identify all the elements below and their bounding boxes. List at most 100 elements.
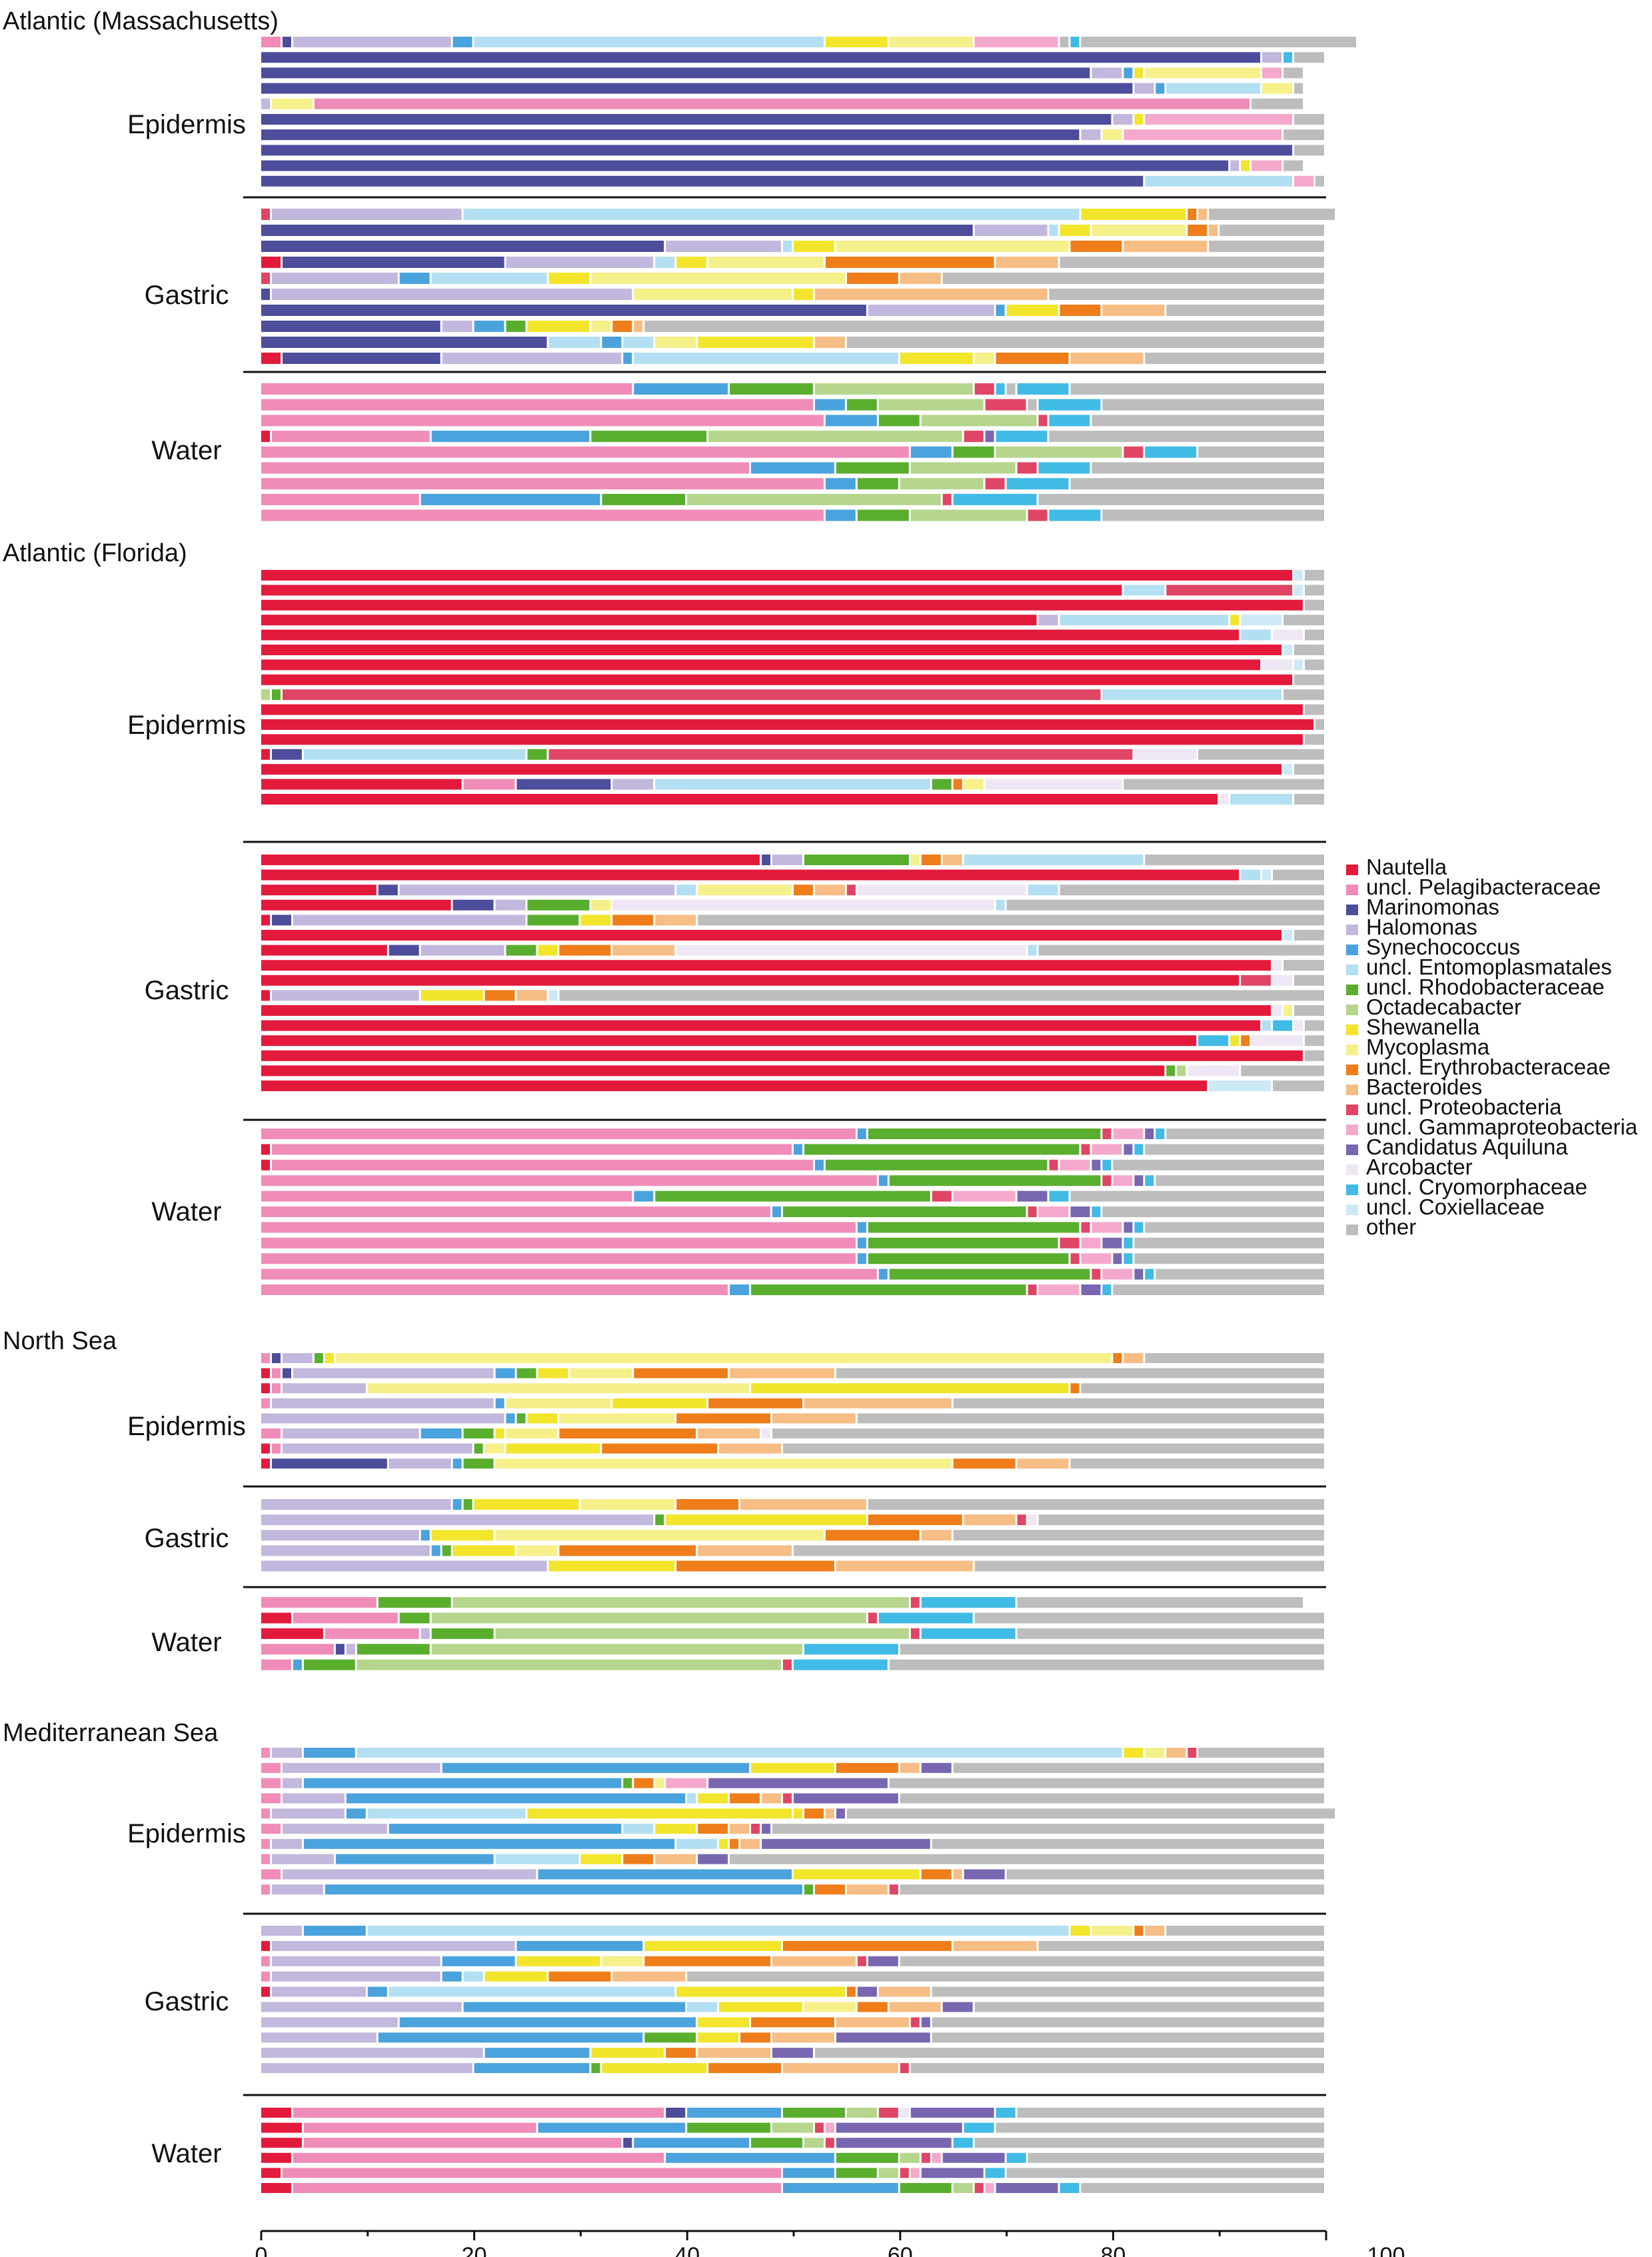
bar-segment-uncl-rhodobacteraceae — [591, 2063, 600, 2074]
bar-segment-uncl-entomoplasmatales — [1028, 885, 1058, 896]
legend-swatch — [1346, 965, 1358, 975]
bar-segment-uncl-cryomorphaceae — [1006, 478, 1069, 490]
sample-group-gastric: Gastric — [145, 855, 1324, 1091]
bar-segment-uncl-erythrobacteraceae — [623, 1854, 654, 1864]
bar-segment-synechococcus — [506, 1413, 515, 1424]
bar-segment-octadecabacter — [846, 2108, 877, 2118]
bar-segment-uncl-cryomorphaceae — [1049, 509, 1101, 521]
bar-segment-uncl-rhodobacteraceae — [591, 431, 707, 443]
sample-bar — [261, 734, 1324, 745]
bar-segment-marinomonas — [261, 52, 1261, 63]
bar-segment-halomonas — [272, 1884, 323, 1895]
bar-segment-uncl-entomoplasmatales — [1049, 225, 1058, 236]
bar-segment-uncl-pelagibacteraceae — [261, 462, 750, 474]
bar-segment-nautella — [261, 570, 1293, 581]
bar-segment-uncl-pelagibacteraceae — [325, 1628, 419, 1639]
bar-segment-uncl-erythrobacteraceae — [794, 885, 813, 896]
sample-bar — [261, 2032, 1324, 2043]
bar-segment-shewanella — [580, 1854, 622, 1864]
bar-segment-halomonas — [261, 2032, 377, 2043]
bar-segment-octadecabacter — [687, 493, 941, 505]
bar-segment-octadecabacter — [452, 1597, 909, 1608]
legend-swatch — [1346, 1005, 1358, 1015]
bar-segment-uncl-entomoplasmatales — [389, 1986, 675, 1997]
bar-segment-uncl-rhodobacteraceae — [804, 1884, 813, 1895]
bar-segment-uncl-gammaproteobacteria — [932, 2152, 941, 2163]
bar-segment-other — [900, 1644, 1324, 1655]
bar-segment-bacteroides — [634, 321, 643, 332]
bar-segment-octadecabacter — [900, 478, 984, 490]
sample-bar — [261, 2063, 1324, 2074]
legend-swatch — [1346, 945, 1358, 955]
bar-segment-marinomonas — [261, 160, 1229, 171]
bar-segment-synechococcus — [730, 1284, 750, 1295]
sample-bar — [261, 1854, 1324, 1864]
bar-segment-halomonas — [974, 225, 1048, 236]
sample-bar — [261, 1190, 1324, 1202]
bar-segment-candidatus-aquiluna — [836, 2138, 952, 2148]
sample-bar — [261, 1237, 1324, 1248]
bar-segment-uncl-pelagibacteraceae — [293, 2152, 664, 2163]
sample-bar — [261, 493, 1324, 505]
bar-segment-candidatus-aquiluna — [698, 1854, 728, 1864]
bar-segment-uncl-rhodobacteraceae — [836, 2152, 898, 2163]
group-label: Water — [151, 2139, 221, 2168]
group-label: Epidermis — [127, 1819, 246, 1848]
bar-segment-uncl-erythrobacteraceae — [825, 1530, 920, 1541]
legend-item: Halomonas — [1346, 915, 1477, 939]
bar-segment-synechococcus — [346, 1808, 366, 1819]
bar-segment-uncl-gammaproteobacteria — [1124, 129, 1282, 141]
bar-segment-uncl-proteobacteria — [932, 1190, 952, 1202]
legend-swatch — [1346, 1105, 1358, 1115]
bar-segment-uncl-erythrobacteraceae — [559, 1545, 696, 1556]
sample-bar — [261, 399, 1324, 411]
bar-segment-uncl-cryomorphaceae — [1092, 1206, 1101, 1217]
bar-segment-halomonas — [420, 1628, 430, 1639]
bar-segment-mycoplasma — [516, 1545, 558, 1556]
bar-segment-other — [1102, 1206, 1324, 1217]
bar-segment-candidatus-aquiluna — [857, 1986, 877, 1997]
bar-segment-marinomonas — [261, 175, 1144, 187]
bar-segment-octadecabacter — [431, 1644, 802, 1655]
sample-bar — [261, 749, 1324, 760]
bar-segment-synechococcus — [452, 1458, 462, 1469]
bar-segment-other — [857, 1413, 1324, 1424]
bar-segment-uncl-erythrobacteraceae — [1241, 1035, 1250, 1047]
bar-segment-synechococcus — [399, 2017, 696, 2028]
bar-segment-other — [1006, 383, 1016, 395]
group-label: Epidermis — [127, 711, 246, 740]
bar-segment-marinomonas — [762, 855, 771, 865]
bar-segment-halomonas — [272, 289, 632, 300]
bar-segment-halomonas — [283, 1353, 313, 1363]
bar-segment-other — [1294, 794, 1324, 805]
bar-segment-other — [1305, 1035, 1324, 1047]
bar-segment-shewanella — [698, 2017, 750, 2028]
bar-segment-marinomonas — [389, 945, 419, 956]
bar-segment-uncl-rhodobacteraceae — [889, 1268, 1090, 1280]
bar-segment-synechococcus — [303, 1926, 366, 1936]
bar-segment-nautella — [261, 960, 1271, 971]
bar-segment-uncl-rhodobacteraceae — [857, 509, 909, 521]
bar-segment-shewanella — [794, 241, 834, 252]
bar-segment-arcobacter — [1273, 975, 1293, 986]
bar-segment-uncl-pelagibacteraceae — [272, 1443, 281, 1454]
bar-segment-other — [953, 1398, 1324, 1408]
bar-segment-nautella — [261, 2138, 302, 2148]
bar-segment-halomonas — [283, 1778, 302, 1788]
bar-segment-uncl-entomoplasmatales — [303, 749, 526, 760]
bar-segment-uncl-cryomorphaceae — [1038, 462, 1090, 474]
bar-segment-other — [1166, 1128, 1324, 1139]
bar-segment-uncl-cryomorphaceae — [1198, 1035, 1229, 1047]
bar-segment-arcobacter — [1273, 1005, 1282, 1016]
bar-segment-uncl-pelagibacteraceae — [261, 1190, 632, 1202]
bar-segment-shewanella — [698, 2032, 739, 2043]
bar-segment-uncl-erythrobacteraceae — [996, 353, 1069, 364]
bar-segment-uncl-cryomorphaceae — [985, 2168, 1005, 2178]
legend-swatch — [1346, 1025, 1358, 1035]
bar-segment-halomonas — [283, 1428, 419, 1438]
bar-segment-uncl-rhodobacteraceae — [463, 1458, 494, 1469]
bar-segment-other — [644, 321, 1324, 332]
bar-segment-halomonas — [389, 1458, 451, 1469]
bar-segment-other — [1049, 431, 1324, 443]
sample-bar — [261, 1005, 1324, 1016]
